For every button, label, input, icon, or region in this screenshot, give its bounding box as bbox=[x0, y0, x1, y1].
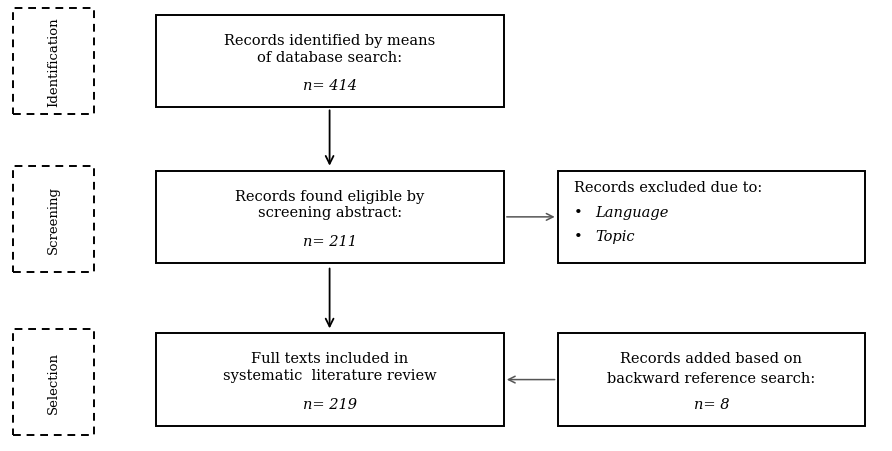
Text: n= 8: n= 8 bbox=[694, 397, 729, 411]
Text: Records found eligible by: Records found eligible by bbox=[235, 189, 425, 203]
FancyBboxPatch shape bbox=[156, 171, 504, 264]
FancyBboxPatch shape bbox=[13, 9, 94, 115]
Text: Topic: Topic bbox=[595, 229, 634, 243]
FancyBboxPatch shape bbox=[13, 329, 94, 435]
Text: Selection: Selection bbox=[47, 351, 60, 413]
Text: Records identified by means: Records identified by means bbox=[225, 34, 435, 48]
FancyBboxPatch shape bbox=[558, 334, 865, 426]
FancyBboxPatch shape bbox=[156, 334, 504, 426]
FancyBboxPatch shape bbox=[558, 171, 865, 264]
Text: systematic  literature review: systematic literature review bbox=[223, 368, 437, 382]
Text: •: • bbox=[574, 229, 582, 243]
Text: •: • bbox=[574, 205, 582, 219]
Text: Records added based on: Records added based on bbox=[620, 352, 803, 366]
Text: n= 219: n= 219 bbox=[303, 397, 357, 411]
Text: backward reference search:: backward reference search: bbox=[607, 371, 815, 385]
FancyBboxPatch shape bbox=[156, 16, 504, 108]
Text: n= 414: n= 414 bbox=[303, 79, 357, 93]
Text: of database search:: of database search: bbox=[258, 51, 402, 64]
Text: Language: Language bbox=[595, 205, 668, 219]
Text: screening abstract:: screening abstract: bbox=[258, 206, 402, 220]
FancyBboxPatch shape bbox=[13, 167, 94, 273]
Text: Records excluded due to:: Records excluded due to: bbox=[574, 181, 762, 195]
Text: Identification: Identification bbox=[47, 17, 60, 107]
Text: n= 211: n= 211 bbox=[303, 235, 357, 249]
Text: Full texts included in: Full texts included in bbox=[252, 352, 409, 366]
Text: Screening: Screening bbox=[47, 186, 60, 254]
